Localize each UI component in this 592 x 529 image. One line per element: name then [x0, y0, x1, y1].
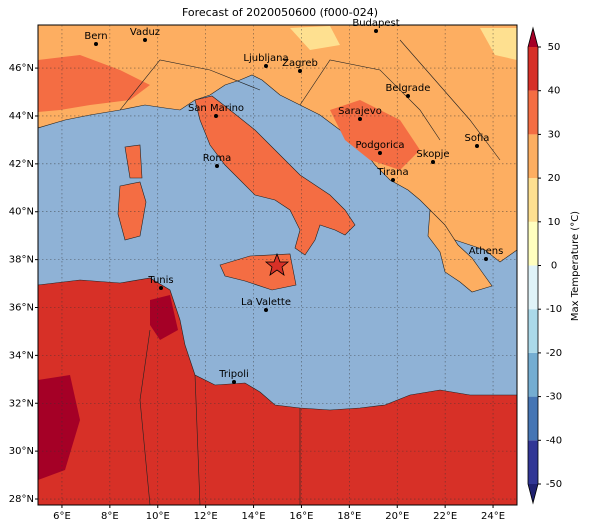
italy: [194, 95, 356, 256]
x-tick-label: 20°E: [385, 511, 409, 522]
city-label: Sarajevo: [338, 106, 382, 117]
africa-hot: [150, 295, 178, 340]
city-marker: [215, 164, 219, 168]
city-label: Sofia: [465, 133, 490, 144]
city-marker: [406, 94, 410, 98]
cool-patch: [290, 26, 340, 50]
africa-hot: [38, 375, 80, 480]
y-tick-label: 34°N: [9, 350, 34, 361]
city-label: Podgorica: [355, 140, 404, 151]
colorbar-tick-label: 0: [551, 261, 557, 272]
colorbar-band: [528, 265, 538, 310]
colorbar-band: [528, 90, 538, 135]
y-tick-label: 32°N: [9, 398, 34, 409]
colorbar-label: Max Temperature (°C): [570, 211, 581, 321]
greece: [427, 209, 493, 293]
colorbar-over: [528, 28, 538, 47]
corsica: [124, 144, 143, 179]
city-marker: [475, 144, 479, 148]
city-marker: [264, 64, 268, 68]
y-tick-label: 42°N: [9, 159, 34, 170]
colorbar-tick-label: -50: [546, 479, 562, 490]
city-marker: [391, 178, 395, 182]
title: Forecast of 2020050600 (f000-024): [182, 6, 378, 19]
x-tick-label: 16°E: [289, 511, 313, 522]
colorbar-tick-label: -30: [546, 392, 562, 403]
x-tick-label: 24°E: [481, 511, 505, 522]
city-marker: [264, 308, 268, 312]
city-label: Athens: [469, 246, 504, 257]
city-label: Budapest: [352, 18, 399, 29]
y-tick-label: 30°N: [9, 446, 34, 457]
city-label: Zagreb: [282, 58, 318, 69]
city-marker: [358, 117, 362, 121]
y-tick-label: 38°N: [9, 255, 34, 266]
x-tick-label: 6°E: [53, 511, 71, 522]
city-marker: [143, 38, 147, 42]
city-label: Ljubljana: [243, 53, 288, 64]
warm-patch: [38, 55, 150, 112]
city-label: La Valette: [241, 297, 291, 308]
x-tick-label: 14°E: [242, 511, 266, 522]
x-tick-label: 12°E: [194, 511, 218, 522]
city-label: Tunis: [147, 275, 173, 286]
city-label: Skopje: [416, 149, 449, 160]
city-label: Tirana: [376, 167, 408, 178]
y-tick-label: 36°N: [9, 302, 34, 313]
city-label: San Marino: [188, 103, 244, 114]
city-label: Belgrade: [386, 83, 431, 94]
sardinia: [117, 181, 147, 241]
colorbar-band: [528, 47, 538, 91]
city-marker: [232, 380, 236, 384]
colorbar-tick-label: 40: [548, 86, 561, 97]
city-marker: [378, 151, 382, 155]
city-label: Tripoli: [218, 369, 249, 380]
city-label: Bern: [84, 31, 107, 42]
city-marker: [214, 114, 218, 118]
colorbar-band: [528, 309, 538, 353]
colorbar-tick-label: 10: [548, 217, 561, 228]
city-label: Roma: [203, 153, 232, 164]
colorbar-tick-label: -10: [546, 304, 562, 315]
colorbar-tick-label: 20: [548, 173, 561, 184]
y-tick-label: 46°N: [9, 63, 34, 74]
warm-patch: [330, 100, 420, 170]
colorbar-band: [528, 352, 538, 397]
y-tick-label: 28°N: [9, 494, 34, 505]
colorbar-tick-label: 50: [548, 42, 561, 53]
city-label: Vaduz: [130, 27, 160, 38]
cool-patch: [480, 28, 517, 60]
colorbar-band: [528, 221, 538, 266]
map-frame: [37, 24, 518, 506]
x-tick-label: 10°E: [146, 511, 170, 522]
colorbar-band: [528, 440, 538, 484]
x-tick-label: 8°E: [101, 511, 119, 522]
x-tick-label: 18°E: [337, 511, 361, 522]
x-tick-label: 22°E: [433, 511, 457, 522]
colorbar-band: [528, 178, 538, 222]
colorbar-under: [528, 484, 538, 503]
y-tick-label: 44°N: [9, 111, 34, 122]
city-marker: [374, 29, 378, 33]
star-marker: [264, 252, 290, 276]
city-marker: [298, 69, 302, 73]
y-tick-label: 40°N: [9, 207, 34, 218]
colorbar-tick-label: 30: [548, 129, 561, 140]
colorbar-band: [528, 134, 538, 179]
city-marker: [484, 257, 488, 261]
city-marker: [431, 160, 435, 164]
country-border: [119, 39, 501, 505]
colorbar-band: [528, 396, 538, 441]
europe-land: [38, 25, 517, 263]
map-area: [38, 25, 517, 505]
colorbar-tick-label: -20: [546, 348, 562, 359]
colorbar-tick-label: -40: [546, 435, 562, 446]
city-marker: [159, 286, 163, 290]
city-marker: [94, 42, 98, 46]
